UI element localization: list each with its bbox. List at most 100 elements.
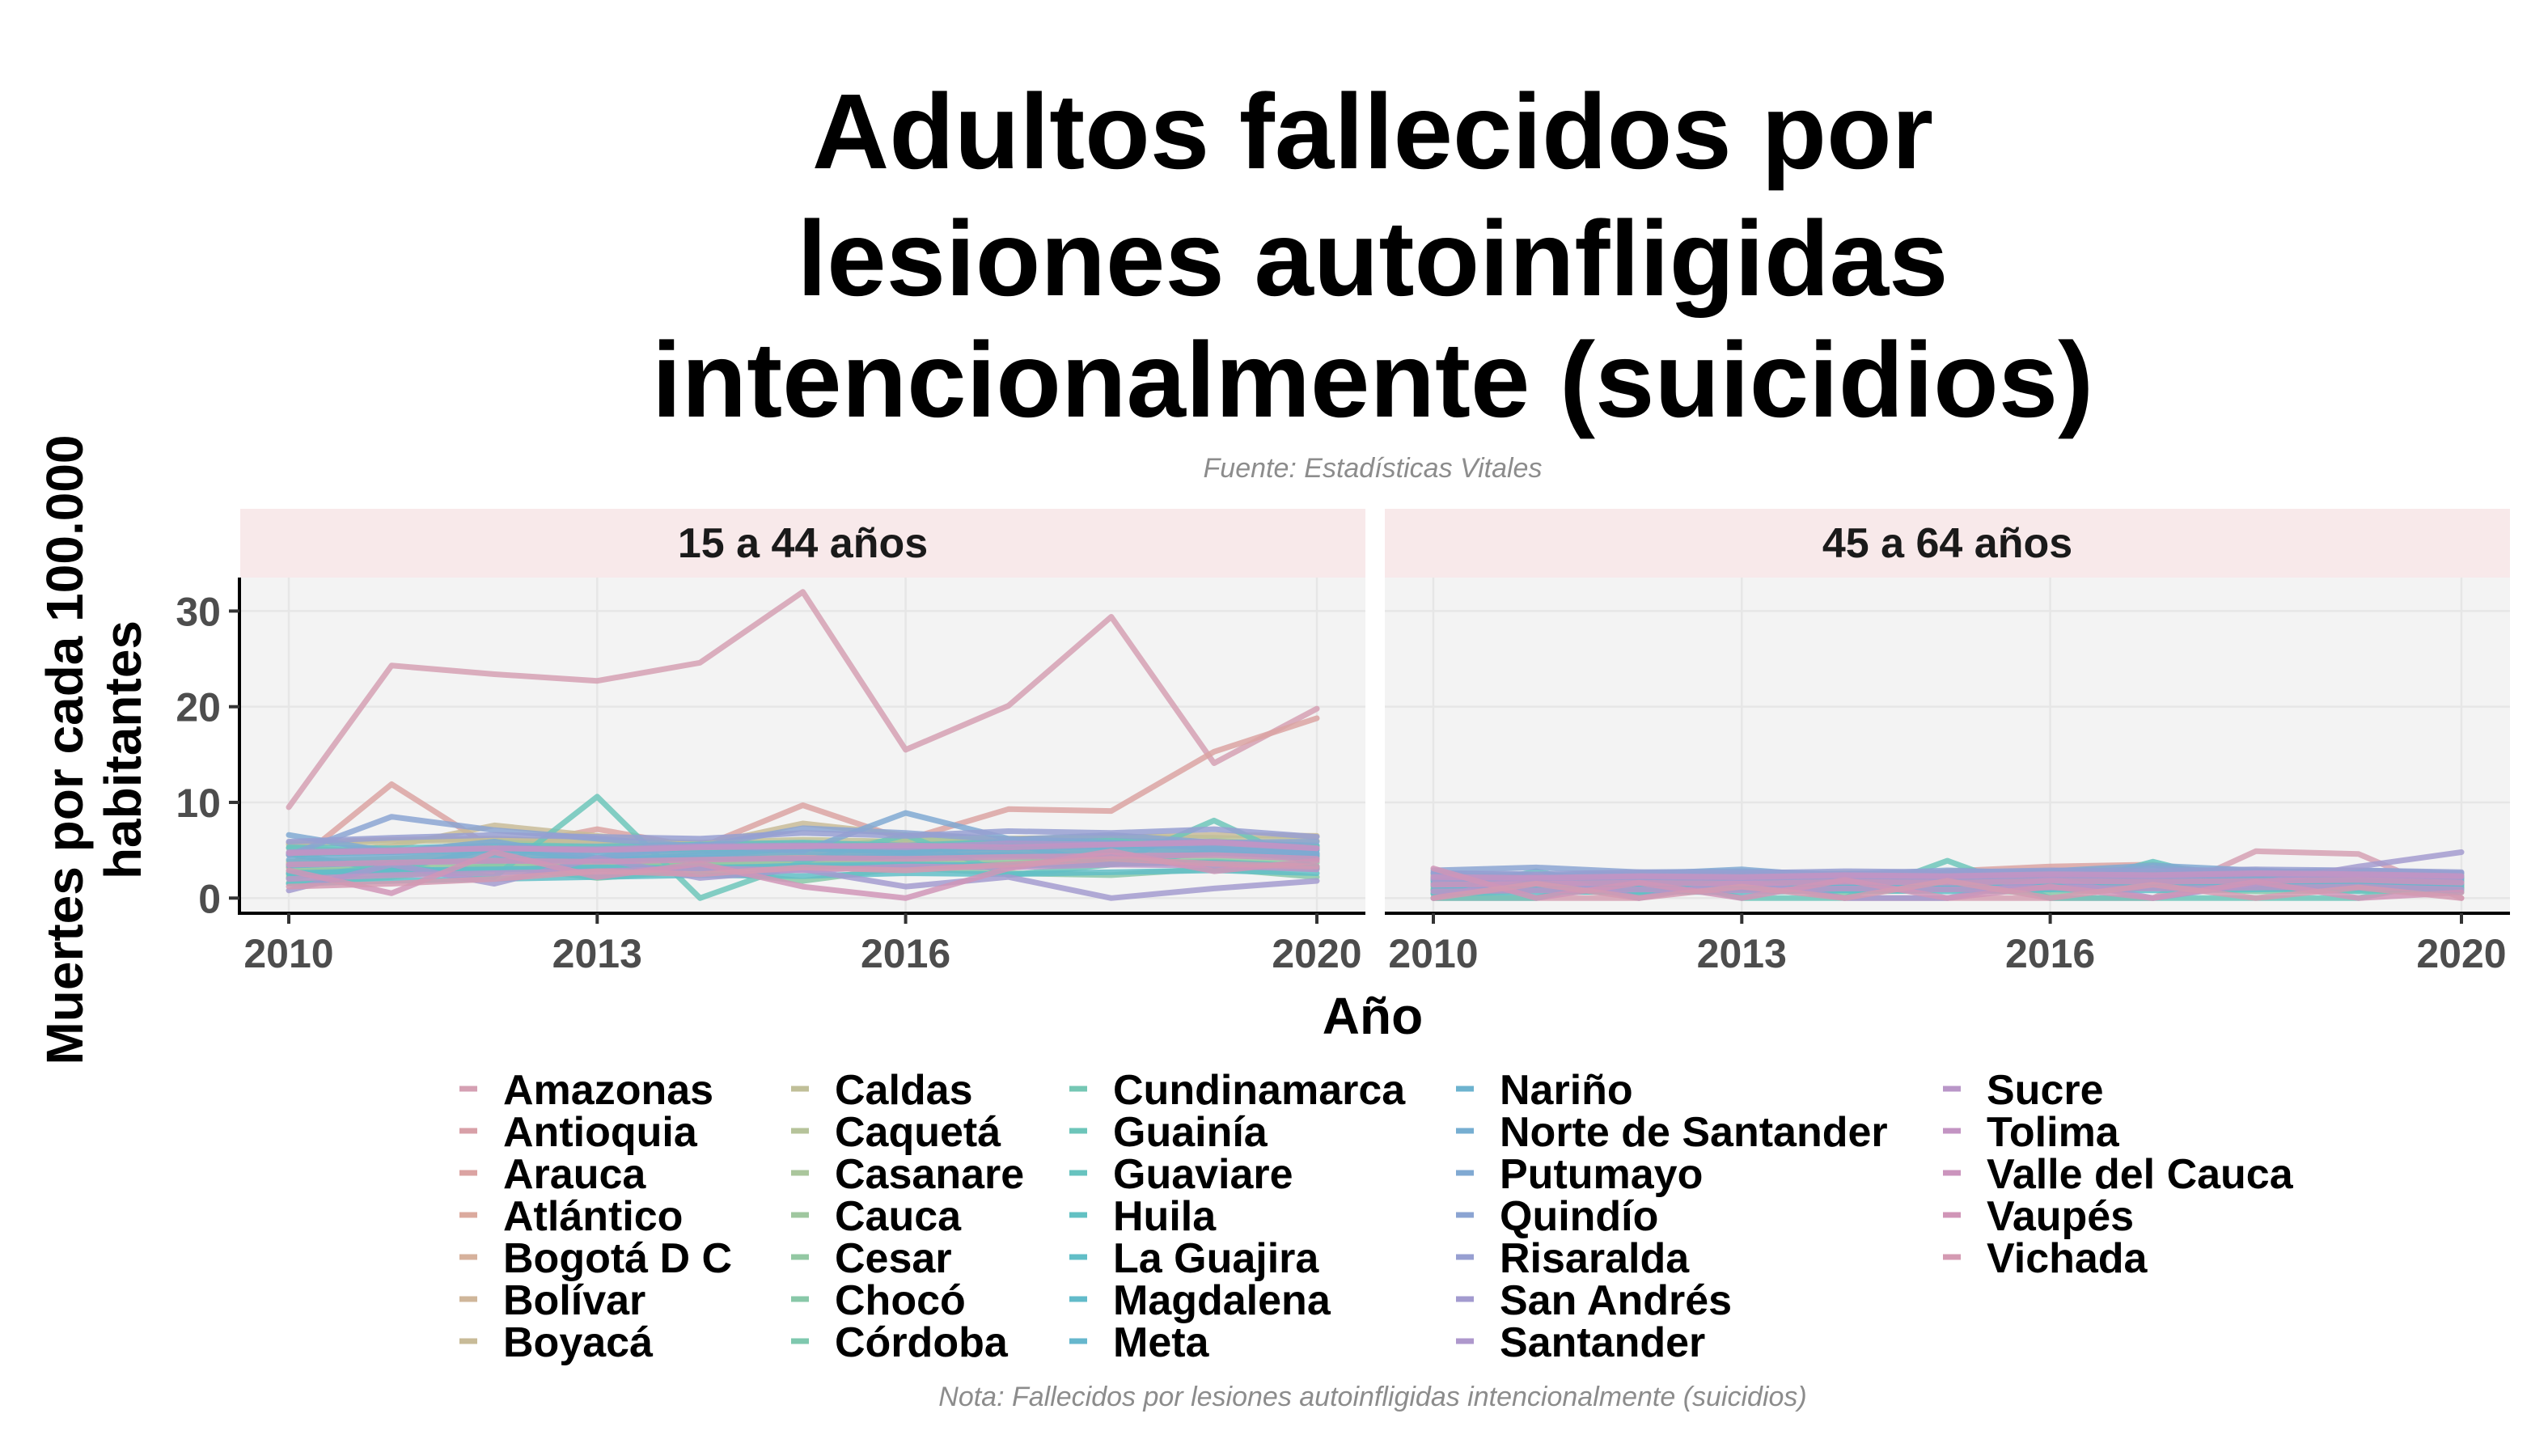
y-tick-label: 30 [176,589,221,634]
legend-item: Caquetá [791,1109,1001,1156]
legend-label: Arauca [503,1151,646,1198]
legend-item: Bogotá D C [459,1235,732,1282]
legend-item: Boyacá [459,1319,654,1366]
legend-item: Antioquia [459,1109,698,1156]
facet-panel-2: 45 a 64 años 2010 2013 2016 2020 [1385,509,2510,976]
legend-label: Chocó [835,1277,966,1324]
legend-label: Huila [1113,1193,1217,1240]
legend-label: Bogotá D C [503,1235,732,1282]
legend-item: Norte de Santander [1456,1109,1888,1156]
legend-item: Guainía [1069,1109,1268,1156]
legend-label: Córdoba [835,1319,1009,1366]
legend-label: Cundinamarca [1113,1067,1406,1114]
x-tick-label: 2010 [243,931,333,976]
legend-item: Bolívar [459,1277,645,1324]
legend-item: Córdoba [791,1319,1009,1366]
series-lines [1430,848,2465,901]
legend-item: Vaupés [1943,1193,2134,1240]
legend-label: Guainía [1113,1109,1268,1156]
legend-item: Huila [1069,1193,1217,1240]
facet-strip-label: 15 a 44 años [678,520,928,567]
legend-label: La Guajira [1113,1235,1319,1282]
legend-label: Cauca [835,1193,962,1240]
series-line [1430,866,2465,901]
legend-item: Magdalena [1069,1277,1331,1324]
legend-label: San Andrés [1500,1277,1732,1324]
facet-strip-label: 45 a 64 años [1822,520,2072,567]
chart-title: Adultos fallecidos por lesiones autoinfl… [652,72,2093,439]
legend-item: Arauca [459,1151,646,1198]
facet-panel-1: 15 a 44 años 0 10 20 30 2010 2013 2016 2020 [176,509,1365,976]
legend-item: La Guajira [1069,1235,1319,1282]
y-tick-label: 10 [176,781,221,826]
legend-item: Putumayo [1456,1151,1703,1198]
chart-title-line-1: Adultos fallecidos por [812,72,1933,191]
legend-item: Santander [1456,1319,1705,1366]
legend-item: Atlántico [459,1193,683,1240]
series-line [1430,866,2465,878]
legend-label: Caldas [835,1067,973,1114]
legend-label: Quindío [1500,1193,1658,1240]
legend-label: Risaralda [1500,1235,1690,1282]
x-tick-label: 2020 [1272,931,1361,976]
legend-label: Casanare [835,1151,1024,1198]
legend-label: Cesar [835,1235,952,1282]
legend-label: Vichada [1987,1235,2148,1282]
legend-item: Meta [1069,1319,1210,1366]
chart-title-line-3: intencionalmente (suicidios) [652,320,2093,439]
y-axis-title-line-2: habitantes [94,620,152,879]
legend-item: Guaviare [1069,1151,1293,1198]
series-line [286,856,1320,890]
legend-label: Putumayo [1500,1151,1703,1198]
series-line [286,826,1320,844]
legend-item: Valle del Cauca [1943,1151,2294,1198]
legend-label: Meta [1113,1319,1210,1366]
facet-strip [1385,509,2510,578]
series-line [286,589,1320,811]
y-tick-label: 0 [198,876,221,921]
legend-item: Tolima [1943,1109,2120,1156]
x-tick-label: 2016 [861,931,950,976]
legend-label: Atlántico [503,1193,683,1240]
chart-title-line-2: lesiones autoinfligidas [798,199,1949,318]
y-axis-title: Muertes por cada 100.000 habitantes [36,434,152,1064]
legend-item: Amazonas [459,1067,713,1114]
legend-item: Cundinamarca [1069,1067,1406,1114]
legend-item: Quindío [1456,1193,1658,1240]
x-tick-label: 2010 [1388,931,1478,976]
x-tick-label: 2013 [552,931,642,976]
legend-label: Bolívar [503,1277,645,1324]
x-axis-title: Año [1323,987,1423,1045]
facet-strip [240,509,1365,578]
x-tick-label: 2020 [2416,931,2506,976]
series-line [286,814,1320,858]
series-line [286,861,1320,882]
legend-item: Nariño [1456,1067,1633,1114]
x-tick-label: 2013 [1697,931,1787,976]
plot-background [1385,578,2510,912]
legend-label: Boyacá [503,1319,654,1366]
legend-label: Caquetá [835,1109,1001,1156]
legend-item: Cesar [791,1235,952,1282]
chart-caption: Nota: Fallecidos por lesiones autoinflig… [938,1382,1806,1412]
series-line [1430,878,2465,901]
legend-label: Tolima [1987,1109,2120,1156]
legend-label: Santander [1500,1319,1705,1366]
legend-label: Antioquia [503,1109,698,1156]
legend-item: Caldas [791,1067,973,1114]
legend-item: San Andrés [1456,1277,1732,1324]
legend-item: Chocó [791,1277,966,1324]
series-line [286,840,1320,857]
legend-item: Cauca [791,1193,962,1240]
legend-item: Sucre [1943,1067,2104,1114]
chart-subtitle: Fuente: Estadísticas Vitales [1204,453,1543,484]
legend-item: Casanare [791,1151,1024,1198]
legend-item: Vichada [1943,1235,2148,1282]
legend-label: Vaupés [1987,1193,2134,1240]
y-axis-title-line-1: Muertes por cada 100.000 [36,434,94,1064]
legend-label: Amazonas [503,1067,713,1114]
legend-label: Magdalena [1113,1277,1331,1324]
